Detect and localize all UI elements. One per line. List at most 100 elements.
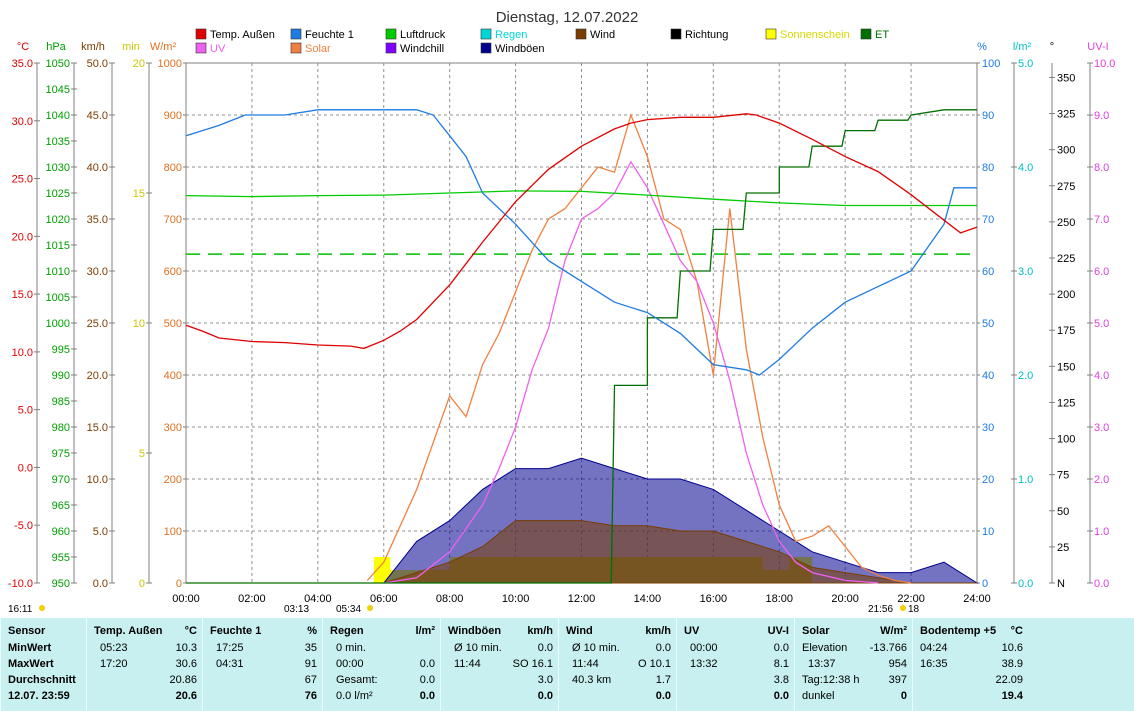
- statistics-panel: Sensor MinWert MaxWert Durchschnitt 12.0…: [0, 618, 1134, 711]
- sunset-icon: [900, 605, 906, 611]
- row-label-current: 12.07. 23:59: [8, 690, 70, 702]
- legend-swatch: [290, 42, 302, 54]
- axis-tick-label: 1025: [46, 188, 70, 200]
- axis-tick-label: 5: [139, 448, 145, 460]
- current-value: 0.0: [655, 690, 671, 702]
- axis-tick-label: 45.0: [87, 110, 108, 122]
- time-annotation: 21:56: [868, 604, 893, 615]
- max-time: 16:35: [920, 658, 948, 670]
- min-time: 00:00: [690, 642, 718, 654]
- stats-unit: UV-I: [767, 625, 789, 637]
- stats-unit: km/h: [645, 625, 671, 637]
- stats-rain-column: Regen l/m² 0 min. 00:00 0.0 Gesamt: 0.0 0.0…: [322, 618, 441, 711]
- axis-tick-label: 1000: [158, 58, 182, 70]
- legend-label: Luftdruck: [400, 29, 446, 41]
- stats-header: Sensor: [8, 625, 46, 637]
- axis-tick-label: 600: [164, 266, 182, 278]
- axis-tick-label: 995: [52, 344, 70, 356]
- max-time: 17:20: [100, 658, 128, 670]
- wind-avg: 0.0: [655, 642, 671, 654]
- x-tick-label: 04:00: [304, 593, 332, 605]
- max-value: O 10.1: [637, 658, 671, 670]
- axis-tick-label: 40.0: [87, 162, 108, 174]
- axis-tick-label: 4.0: [1094, 370, 1109, 382]
- axis-tick-label: 300: [1057, 145, 1075, 157]
- x-tick-label: 12:00: [568, 593, 596, 605]
- min-time: 17:25: [216, 642, 244, 654]
- max-time: 13:37: [808, 658, 836, 670]
- x-tick-label: 10:00: [502, 593, 530, 605]
- current-value: 0: [900, 690, 907, 702]
- axis-tick-label: 10.0: [12, 347, 33, 359]
- x-tick-label: 06:00: [370, 593, 398, 605]
- axis-tick-label: 965: [52, 500, 70, 512]
- axis-tick-label: 1.0: [1018, 474, 1033, 486]
- axis-tick-label: 150: [1057, 361, 1075, 373]
- time-annotation: 16:11: [8, 604, 33, 615]
- axis-tick-label: 3.0: [1094, 422, 1109, 434]
- axis-tick-label: 10.0: [1094, 58, 1115, 70]
- axis-tick-label: 200: [164, 474, 182, 486]
- min-value: 10.3: [175, 642, 197, 654]
- axis-tick-label: 300: [164, 422, 182, 434]
- stats-unit: l/m²: [415, 625, 435, 637]
- axis-tick-label: 400: [164, 370, 182, 382]
- series-feuchte-1: [185, 109, 977, 376]
- stats-header: Windböen: [448, 625, 502, 637]
- axis-tick-label: 15.0: [87, 422, 108, 434]
- axis-unit-label: °C: [17, 41, 29, 53]
- stats-header: Temp. Außen: [94, 625, 163, 637]
- min-time: 05:23: [100, 642, 128, 654]
- avg-value: 20.86: [169, 674, 197, 686]
- current-value: 20.6: [175, 690, 197, 702]
- axis-tick-label: 6.0: [1094, 266, 1109, 278]
- axis-tick-label: 985: [52, 396, 70, 408]
- axis-tick-label: 960: [52, 526, 70, 538]
- chart-title: Dienstag, 12.07.2022: [496, 9, 639, 26]
- axis-tick-label: 970: [52, 474, 70, 486]
- axis-tick-label: 4.0: [1018, 162, 1033, 174]
- x-tick-label: 08:00: [436, 593, 464, 605]
- axis-tick-label: 1010: [46, 266, 70, 278]
- axis-tick-label: 3.0: [1018, 266, 1033, 278]
- max-value: 954: [888, 658, 907, 670]
- gust-avg: 0.0: [537, 642, 553, 654]
- rain-total: 0.0: [419, 674, 435, 686]
- axis-tick-label: 5.0: [93, 526, 108, 538]
- legend-label: ET: [875, 29, 889, 41]
- plot-area: [185, 62, 979, 584]
- legend-swatch: [290, 28, 302, 40]
- legend-swatch: [670, 28, 682, 40]
- axis-tick-label: 1.0: [1094, 526, 1109, 538]
- gust-avg-label: Ø 10 min.: [454, 642, 502, 654]
- stats-header: Regen: [330, 625, 364, 637]
- axis-tick-label: 100: [1057, 434, 1075, 446]
- weather-chart: Dienstag, 12.07.2022 Temp. Außen Feuchte …: [7, 9, 1116, 615]
- axis-tick-label: 350: [1057, 72, 1075, 84]
- avg-value: 3.0: [537, 674, 553, 686]
- axis-tick-label: 1015: [46, 240, 70, 252]
- axis-tick-label: 75: [1057, 470, 1069, 482]
- axis-unit-label: min: [122, 41, 140, 53]
- elevation-label: Elevation: [802, 642, 848, 654]
- current-value: 0.0: [419, 690, 435, 702]
- axis-tick-label: 60: [982, 266, 994, 278]
- axis-tick-label: 175: [1057, 325, 1075, 337]
- stats-unit: °C: [1010, 625, 1023, 637]
- stats-header: Wind: [566, 625, 593, 637]
- axis-tick-label: 0.0: [1094, 578, 1109, 590]
- current-value: 0.0: [537, 690, 553, 702]
- time-annotation: 03:13: [284, 604, 309, 615]
- axis-tick-label: 1050: [46, 58, 70, 70]
- row-label-avg: Durchschnitt: [8, 674, 76, 686]
- legend-label: Sonnenschein: [780, 29, 850, 41]
- axis-tick-label: 8.0: [1094, 162, 1109, 174]
- legend: Temp. Außen Feuchte 1 Luftdruck Regen Wind Ri…: [195, 28, 889, 55]
- axis-tick-label: 800: [164, 162, 182, 174]
- x-tick-label: 24:00: [963, 593, 991, 605]
- axis-tick-label: 40: [982, 370, 994, 382]
- stats-header: Solar: [802, 625, 830, 637]
- sun-icon: [367, 605, 373, 611]
- rain-duration: 0 min.: [336, 642, 366, 654]
- max-value: 91: [304, 658, 317, 670]
